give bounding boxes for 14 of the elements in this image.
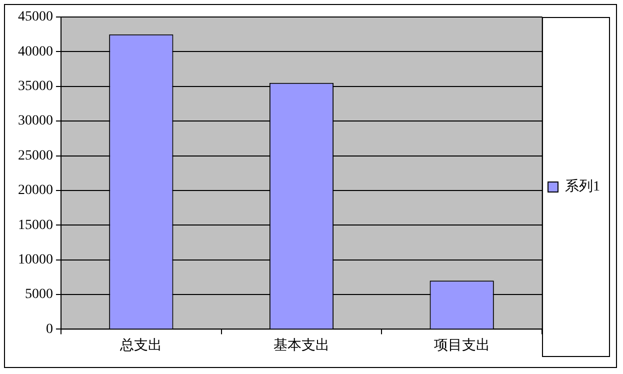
y-tick-label: 25000: [18, 148, 53, 164]
y-tick-label: 15000: [18, 218, 53, 233]
legend-label: 系列1: [565, 178, 600, 195]
y-tick-label: 35000: [18, 79, 53, 94]
y-tick-label: 40000: [18, 44, 53, 60]
y-tick-label: 45000: [18, 10, 53, 25]
x-tick-label: 总支出: [119, 337, 162, 354]
y-tick-label: 20000: [18, 183, 53, 198]
y-tick-label: 10000: [18, 252, 53, 268]
y-tick-label: 0: [46, 322, 53, 337]
x-tick-label: 基本支出: [274, 337, 330, 354]
x-tick-label: 项目支出: [434, 337, 490, 354]
y-tick-label: 5000: [25, 287, 53, 302]
y-tick-label: 30000: [18, 114, 53, 129]
